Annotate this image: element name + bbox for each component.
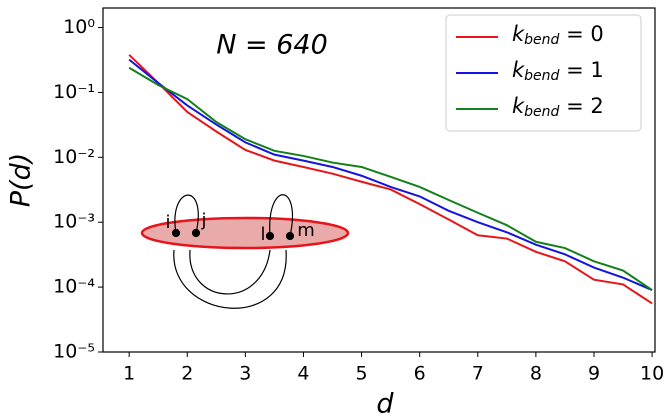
- y-tick-label: 10⁻⁴: [53, 276, 95, 298]
- series-line: [128, 54, 653, 305]
- legend-label: kbend = 0: [512, 22, 604, 48]
- x-tick-label: 1: [123, 363, 135, 385]
- x-tick-label: 3: [239, 363, 251, 385]
- legend-label: kbend = 2: [512, 94, 604, 120]
- x-tick-label: 4: [297, 363, 309, 385]
- annotation: N = 640: [216, 30, 328, 61]
- series-line: [128, 66, 653, 291]
- series-line: [128, 58, 653, 291]
- y-tick-label: 10⁻¹: [53, 81, 95, 103]
- inset-label: m: [297, 220, 315, 241]
- y-tick-label: 10⁻²: [53, 146, 95, 168]
- inset-label: j: [200, 210, 206, 231]
- x-tick-label: 6: [414, 363, 426, 385]
- x-axis-label: d: [376, 389, 394, 419]
- legend-box: [445, 14, 642, 132]
- inset-label: l: [260, 224, 265, 245]
- x-tick-label: 5: [356, 363, 368, 385]
- legend-label: kbend = 1: [512, 58, 604, 84]
- x-tick-label: 7: [472, 363, 484, 385]
- x-tick-label: 8: [530, 363, 542, 385]
- y-tick-label: 10⁻³: [53, 211, 95, 233]
- plot-frame: [102, 7, 656, 353]
- y-axis-label: P(d): [6, 153, 37, 208]
- x-tick-label: 10: [640, 363, 664, 385]
- inset-diagram: [140, 194, 350, 309]
- y-tick-label: 10⁰: [63, 16, 95, 38]
- x-tick-label: 9: [588, 363, 600, 385]
- x-tick-label: 2: [181, 363, 193, 385]
- inset-label: i: [165, 212, 170, 233]
- y-tick-label: 10⁻⁵: [53, 341, 95, 363]
